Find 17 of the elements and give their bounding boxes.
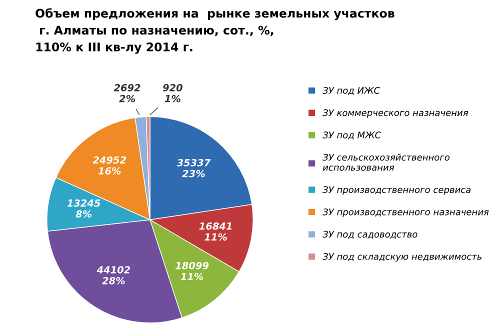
legend-label: ЗУ под садоводство [322,230,418,239]
data-label: 2692 2% [114,84,140,102]
data-label: 44102 28% [96,266,130,284]
chart-title: Объем предложения на рынке земельных участков г. Алматы по назначению, сот., %, 110% к III кв-лу 2014 г. [36,8,394,54]
data-label: 18099 11% [176,262,209,280]
legend-label: ЗУ коммерческого назначения [322,109,468,118]
data-label: 13245 8% [67,199,100,218]
data-label: 24952 16% [92,156,126,175]
data-label: 35337 23% [176,159,211,178]
data-label: 920 1% [162,84,182,102]
legend-label: ЗУ под ИЖС [322,87,380,95]
legend-label: ЗУ сельскохозяйственного использования [322,154,450,171]
data-label: 16841 11% [199,222,232,241]
legend-label: ЗУ производственного назначения [322,208,489,218]
legend-label: ЗУ под МЖС [322,132,382,140]
legend-label: ЗУ под складскую недвижимость [322,253,482,262]
legend-label: ЗУ производственного сервиса [322,186,471,195]
